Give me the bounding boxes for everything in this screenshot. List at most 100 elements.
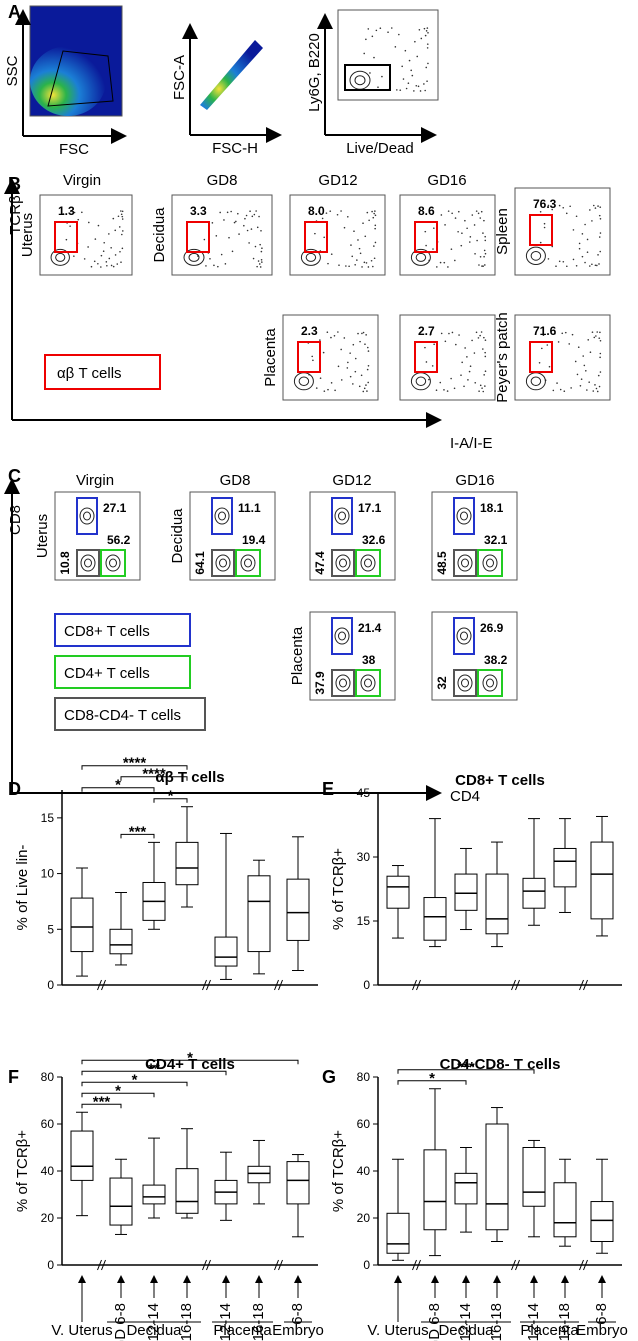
gate-dn xyxy=(331,669,355,697)
label: 47.4 xyxy=(313,551,327,575)
box xyxy=(70,897,94,953)
dot xyxy=(469,365,472,368)
dot xyxy=(564,331,567,334)
dot xyxy=(372,265,374,268)
label: Virgin xyxy=(76,472,114,489)
contour xyxy=(461,678,469,688)
dot xyxy=(259,243,261,246)
dot xyxy=(238,233,240,235)
label: Live/Dead xyxy=(346,140,414,157)
contour xyxy=(338,511,346,521)
dot xyxy=(414,40,416,43)
dot xyxy=(94,238,97,240)
dot xyxy=(373,257,376,260)
dot xyxy=(370,259,373,262)
label: * xyxy=(115,777,121,794)
dot xyxy=(480,331,483,333)
dot xyxy=(572,229,575,231)
dot xyxy=(463,385,465,388)
dot xyxy=(586,251,589,254)
sig-bracket xyxy=(81,1092,155,1098)
label: * xyxy=(429,1070,435,1087)
dot xyxy=(592,204,595,207)
label: GD8 xyxy=(220,472,251,489)
contour xyxy=(360,674,376,692)
dot xyxy=(478,264,480,266)
y-tick-label: 0 xyxy=(363,978,370,992)
dot xyxy=(404,49,407,52)
dot xyxy=(363,387,366,390)
y-tick-label: 20 xyxy=(41,1211,55,1225)
dot xyxy=(555,265,557,268)
dot xyxy=(436,266,438,268)
dot xyxy=(371,210,373,213)
dot xyxy=(594,264,597,267)
axis-break xyxy=(579,979,588,991)
dot xyxy=(429,334,432,336)
dot xyxy=(252,257,255,260)
dot xyxy=(365,262,368,264)
dot xyxy=(215,235,218,237)
gate-cd4 xyxy=(100,549,126,577)
dot xyxy=(589,265,591,267)
dot xyxy=(121,230,124,232)
dot xyxy=(260,258,263,261)
label: 76.3 xyxy=(533,197,557,211)
y-tick-label: 80 xyxy=(357,1070,371,1084)
box xyxy=(423,897,447,941)
dot xyxy=(439,261,442,264)
label: 6-8 xyxy=(593,1303,610,1325)
plot-frame xyxy=(171,194,273,276)
dot xyxy=(351,255,354,258)
box xyxy=(386,875,410,909)
contour xyxy=(334,507,350,525)
dot xyxy=(548,365,551,368)
dot xyxy=(255,210,257,212)
label: V. Uterus xyxy=(51,1322,112,1339)
dot xyxy=(120,210,122,212)
dot xyxy=(597,205,599,207)
dot xyxy=(253,213,256,216)
box xyxy=(175,841,199,886)
label: Embryo xyxy=(576,1322,628,1339)
label: **** xyxy=(142,766,166,783)
label: 2.7 xyxy=(418,324,435,338)
dot xyxy=(539,241,542,244)
contour xyxy=(525,246,546,266)
label: GD16 xyxy=(455,472,494,489)
label: 32.1 xyxy=(484,533,508,547)
dot xyxy=(364,343,366,346)
label: Uterus xyxy=(19,213,36,257)
sig-bracket xyxy=(120,776,188,781)
box xyxy=(109,928,133,955)
label: GD8 xyxy=(207,172,238,189)
y-tick-label: 45 xyxy=(357,786,371,800)
dot xyxy=(468,370,471,373)
dot xyxy=(374,214,377,217)
dot xyxy=(343,226,346,229)
gate-dn xyxy=(76,549,100,577)
contour xyxy=(298,376,310,387)
label: Embryo xyxy=(272,1322,324,1339)
label: 26.9 xyxy=(480,621,504,635)
y-tick-label: 5 xyxy=(47,922,54,936)
dot xyxy=(362,222,364,225)
dot xyxy=(415,84,418,87)
label: ** xyxy=(148,1060,160,1077)
dot xyxy=(121,218,124,220)
dot xyxy=(108,257,111,260)
y-tick-label: 0 xyxy=(47,978,54,992)
dot xyxy=(359,340,361,343)
contour xyxy=(219,558,227,568)
dot xyxy=(97,224,100,227)
label: * xyxy=(132,1071,138,1088)
dot xyxy=(365,38,367,41)
dot xyxy=(435,389,438,392)
dot xyxy=(469,236,472,238)
gate xyxy=(54,221,78,253)
dot xyxy=(410,69,413,72)
dot xyxy=(418,28,421,31)
dot xyxy=(483,249,486,252)
dot xyxy=(447,210,450,212)
dot xyxy=(585,369,587,372)
